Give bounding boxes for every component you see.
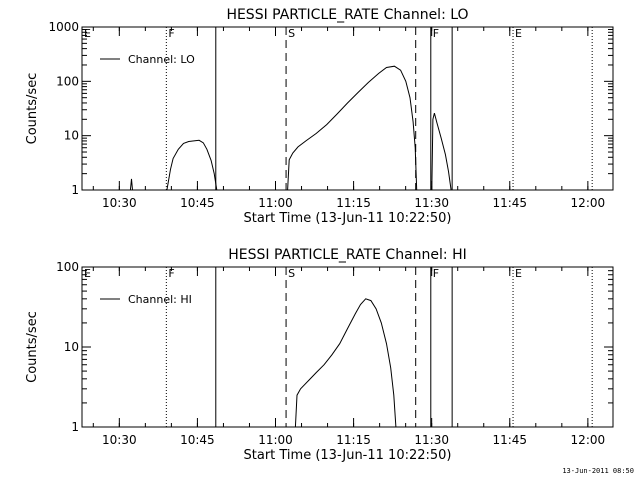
chart-1-series-0-segment xyxy=(294,298,397,428)
chart-0-ytick-label: 10 xyxy=(64,129,79,143)
chart-0-xtick-label: 11:00 xyxy=(258,196,293,210)
chart-1-xtick-label: 10:30 xyxy=(102,433,137,447)
chart-1-xtick-label: 11:00 xyxy=(258,433,293,447)
chart-0-series-0-segment xyxy=(166,139,218,191)
chart-1-marker-label: F xyxy=(433,267,439,280)
chart-0-series-0-segment xyxy=(431,112,452,191)
chart-0-marker-label: F xyxy=(433,27,439,40)
chart-0-xtick-label: 10:45 xyxy=(180,196,215,210)
chart-0-series-0-segment xyxy=(129,178,133,191)
chart-1-xtick-label: 12:00 xyxy=(571,433,606,447)
chart-0-marker-label: F xyxy=(168,27,174,40)
chart-0-ylabel: Counts/sec xyxy=(25,73,40,145)
chart-0-xtick-label: 12:00 xyxy=(571,196,606,210)
chart-0-marker-label: E xyxy=(84,27,91,40)
chart-1-panel: HESSI PARTICLE_RATE Channel: HI 1 10 100 10:… xyxy=(25,247,614,463)
chart-1-xtick-label: 11:45 xyxy=(492,433,527,447)
chart-1-xtick-label: 11:30 xyxy=(414,433,449,447)
chart-0-xtick-label: 11:15 xyxy=(336,196,371,210)
chart-1-legend-label: Channel: HI xyxy=(128,293,192,306)
chart-0-plot-frame xyxy=(81,26,614,191)
chart-0-ytick-label: 100 xyxy=(56,74,79,88)
chart-0-marker-label: E xyxy=(515,27,522,40)
chart-1-ylabel: Counts/sec xyxy=(25,311,40,383)
chart-1-xtick-label: 11:15 xyxy=(336,433,371,447)
chart-0-ytick-label: 1000 xyxy=(48,20,79,34)
chart-1-marker-label: F xyxy=(168,267,174,280)
chart-1-xtick-label: 10:45 xyxy=(180,433,215,447)
chart-0-xtick-label: 10:30 xyxy=(102,196,137,210)
chart-1-xlabel: Start Time (13-Jun-11 10:22:50) xyxy=(244,448,452,463)
chart-0-legend-label: Channel: LO xyxy=(128,53,195,66)
chart-0-marker-label: S xyxy=(288,27,295,40)
chart-1-plot-frame xyxy=(81,266,614,428)
chart-1-ytick-label: 1 xyxy=(71,420,79,434)
chart-0-title: HESSI PARTICLE_RATE Channel: LO xyxy=(226,7,468,23)
chart-1-marker-label: E xyxy=(84,267,91,280)
footer-timestamp: 13-Jun-2011 08:50 xyxy=(562,467,634,475)
chart-1-ytick-label: 10 xyxy=(64,340,79,354)
chart-0-xtick-label: 11:45 xyxy=(492,196,527,210)
chart-0-xtick-label: 11:30 xyxy=(414,196,449,210)
chart-0-panel: HESSI PARTICLE_RATE Channel: LO 1 10 100 100… xyxy=(25,7,614,226)
chart-1-ytick-label: 100 xyxy=(56,260,79,274)
chart-1-title: HESSI PARTICLE_RATE Channel: HI xyxy=(228,247,466,263)
chart-0-xlabel: Start Time (13-Jun-11 10:22:50) xyxy=(244,211,452,226)
chart-1-marker-label: S xyxy=(288,267,295,280)
chart-0-series-0-segment xyxy=(287,65,418,191)
chart-1-marker-label: E xyxy=(515,267,522,280)
chart-0-ytick-label: 1 xyxy=(71,183,79,197)
